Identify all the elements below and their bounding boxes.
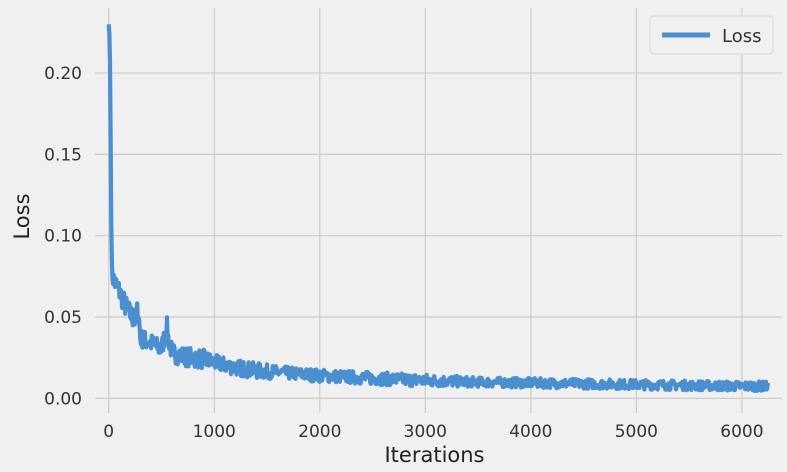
series-loss-line <box>106 24 770 394</box>
x-axis-label: Iterations <box>384 443 484 467</box>
x-tick-label: 5000 <box>615 422 658 442</box>
x-tick-label: 1000 <box>193 422 236 442</box>
grid-lines <box>95 8 782 413</box>
legend: Loss <box>649 15 774 55</box>
y-tick-label: 0.10 <box>44 227 82 247</box>
x-tick-label: 0 <box>103 422 114 442</box>
legend-label-loss: Loss <box>722 26 761 47</box>
x-tick-label: 4000 <box>509 422 552 442</box>
y-tick-label: 0.15 <box>44 145 82 165</box>
legend-box <box>649 15 774 55</box>
x-tick-label: 2000 <box>298 422 341 442</box>
series-layer <box>106 24 770 394</box>
x-axis-ticks: 0 1000 2000 3000 4000 5000 6000 <box>103 422 763 442</box>
x-tick-label: 6000 <box>720 422 763 442</box>
x-tick-label: 3000 <box>404 422 447 442</box>
y-tick-label: 0.00 <box>44 389 82 409</box>
y-axis-ticks: 0.00 0.05 0.10 0.15 0.20 <box>44 64 82 409</box>
y-tick-label: 0.05 <box>44 308 82 328</box>
y-tick-label: 0.20 <box>44 64 82 84</box>
y-axis-label: Loss <box>10 193 34 239</box>
